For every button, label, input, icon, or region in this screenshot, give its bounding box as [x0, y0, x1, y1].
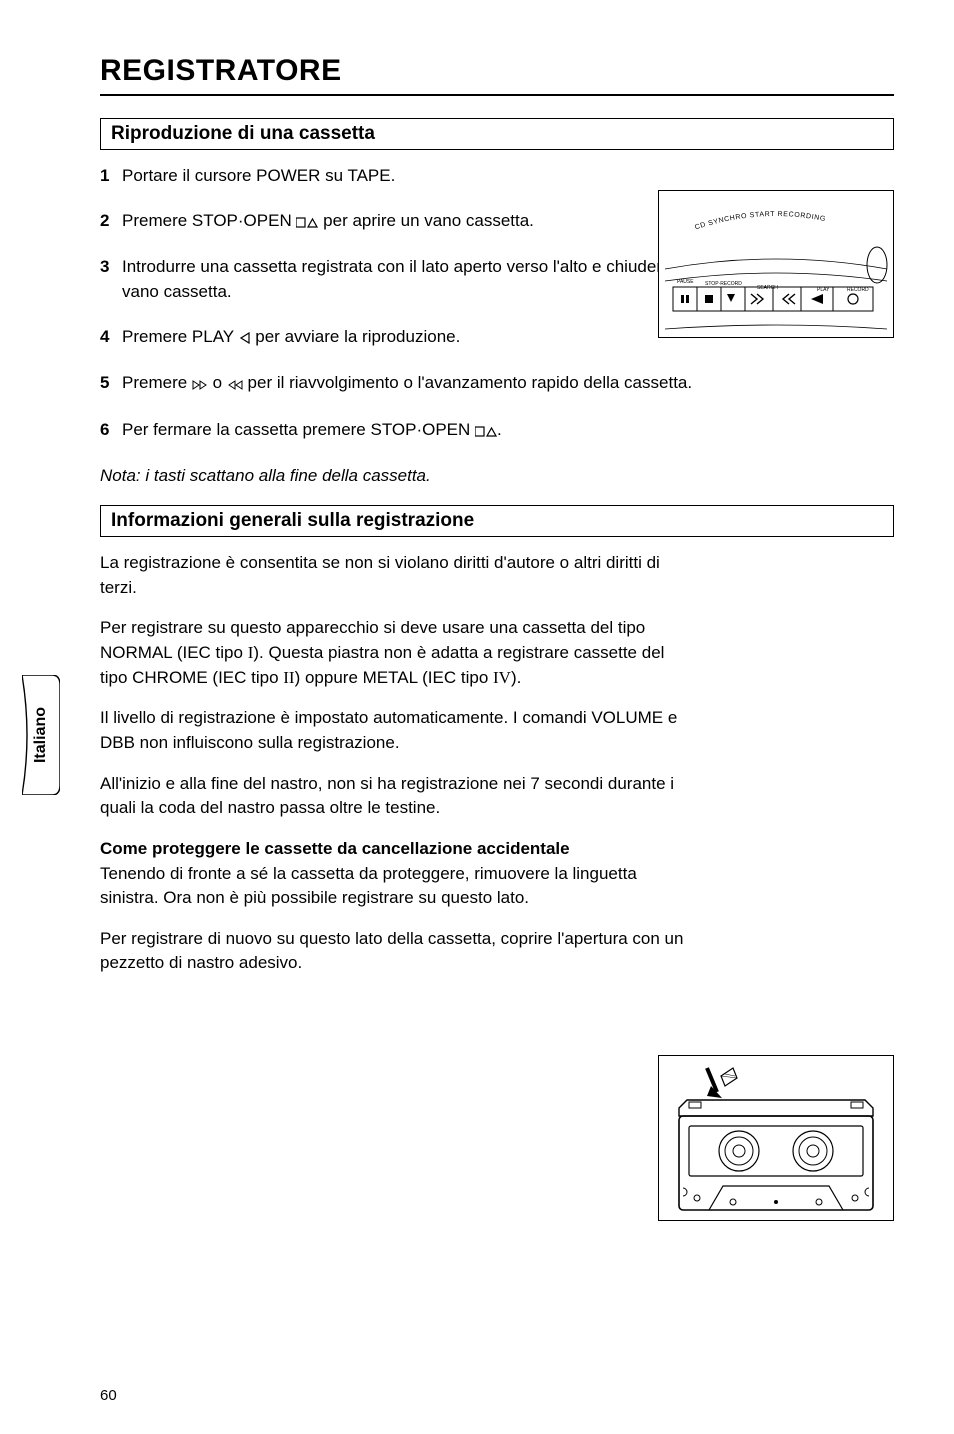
step-text-a: Premere PLAY [122, 327, 239, 346]
arrow-icon [707, 1068, 737, 1098]
section-heading-record: Informazioni generali sulla registrazion… [100, 505, 894, 537]
record-p3: Il livello di registrazione è impostato … [100, 706, 695, 755]
record-p5: Tenendo di fronte a sé la cassetta da pr… [100, 864, 637, 908]
step-text: Premere PLAY per avviare la riproduzione… [122, 325, 695, 352]
record-p1: La registrazione è consentita se non si … [100, 551, 695, 600]
step-text-a: Premere [122, 373, 192, 392]
page-title: REGISTRATORE [100, 54, 894, 88]
deck-curve-label: CD SYNCHRO START RECORDING [694, 211, 826, 231]
tape-deck-illustration: CD SYNCHRO START RECORDING PAUSE STOP·RE… [658, 190, 894, 338]
step-4: 4 Premere PLAY per avviare la riproduzio… [100, 325, 695, 352]
roman-4: IV [493, 668, 511, 687]
step-text-b: per avviare la riproduzione. [251, 327, 461, 346]
step-1: 1 Portare il cursore POWER su TAPE. [100, 164, 695, 189]
step-number: 2 [100, 209, 122, 236]
page-number: 60 [100, 1387, 117, 1404]
deck-label-play: PLAY [817, 287, 830, 293]
step-5: 5 Premere o per il riavvolgimento o l'av… [100, 371, 695, 398]
step-text-b: per il riavvolgimento o l'avanzamento ra… [243, 373, 692, 392]
deck-label-search: SEARCH [757, 285, 778, 291]
record-p4: All'inizio e alla fine del nastro, non s… [100, 772, 695, 821]
playback-note: Nota: i tasti scattano alla fine della c… [100, 464, 695, 489]
stop-eject-icon [475, 420, 497, 445]
step-number: 3 [100, 255, 122, 304]
deck-label-record: RECORD [847, 287, 869, 293]
step-text: Premere o per il riavvolgimento o l'avan… [122, 371, 695, 398]
step-number: 5 [100, 371, 122, 398]
svg-text:CD SYNCHRO START RECORDING: CD SYNCHRO START RECORDING [694, 211, 826, 231]
rew-icon [227, 373, 243, 398]
step-number: 6 [100, 418, 122, 445]
ffwd-icon [192, 373, 208, 398]
language-tab-label: Italiano [32, 707, 50, 763]
step-3: 3 Introdurre una cassetta registrata con… [100, 255, 695, 304]
record-p2: Per registrare su questo apparecchio si … [100, 616, 695, 690]
step-text: Introdurre una cassetta registrata con i… [122, 255, 695, 304]
step-text-a: Per fermare la cassetta premere STOP·OPE… [122, 420, 475, 439]
cassette-illustration [658, 1055, 894, 1221]
stop-eject-icon [296, 211, 318, 236]
section-heading-playback: Riproduzione di una cassetta [100, 118, 894, 150]
step-text-b: per aprire un vano cassetta. [318, 211, 533, 230]
step-text-a: Premere STOP·OPEN [122, 211, 296, 230]
language-tab: Italiano [22, 675, 60, 795]
record-p6: Per registrare di nuovo su questo lato d… [100, 927, 695, 976]
step-number: 1 [100, 164, 122, 189]
title-rule [100, 94, 894, 96]
deck-label-stop: STOP·RECORD [705, 281, 742, 287]
step-text: Premere STOP·OPEN per aprire un vano cas… [122, 209, 695, 236]
step-number: 4 [100, 325, 122, 352]
step-6: 6 Per fermare la cassetta premere STOP·O… [100, 418, 695, 445]
p2-d: ). [511, 668, 521, 687]
record-subheading: Come proteggere le cassette da cancellaz… [100, 839, 570, 858]
play-left-icon [239, 327, 251, 352]
step-text-mid: o [208, 373, 227, 392]
p2-c: ) oppure METAL (IEC tipo [295, 668, 493, 687]
record-subheading-block: Come proteggere le cassette da cancellaz… [100, 837, 695, 911]
deck-label-pause: PAUSE [677, 279, 694, 285]
step-2: 2 Premere STOP·OPEN per aprire un vano c… [100, 209, 695, 236]
step-text: Per fermare la cassetta premere STOP·OPE… [122, 418, 695, 445]
roman-2: II [283, 668, 294, 687]
step-text: Portare il cursore POWER su TAPE. [122, 164, 695, 189]
step-text-b: . [497, 420, 502, 439]
